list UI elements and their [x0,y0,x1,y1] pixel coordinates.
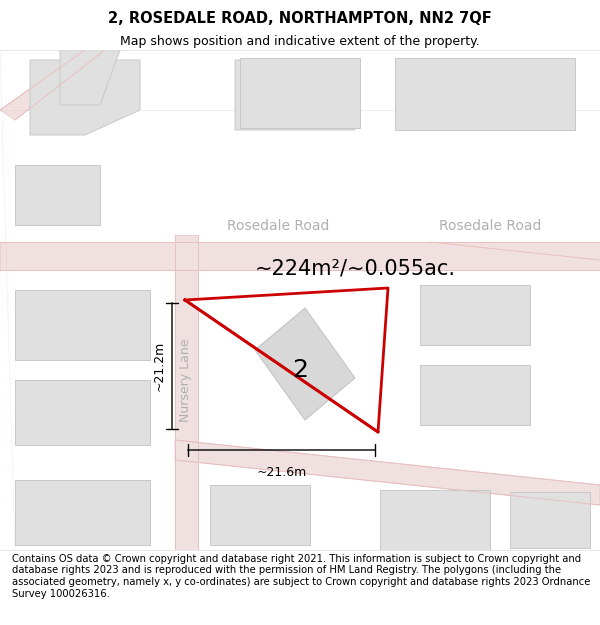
Polygon shape [395,58,575,130]
Polygon shape [60,50,120,105]
Polygon shape [420,365,530,425]
Polygon shape [235,60,355,130]
Polygon shape [185,288,388,432]
Polygon shape [240,58,360,128]
Polygon shape [15,165,100,225]
Polygon shape [0,50,105,120]
Text: 2: 2 [292,358,308,382]
Text: Map shows position and indicative extent of the property.: Map shows position and indicative extent… [120,35,480,48]
Polygon shape [175,440,600,505]
Polygon shape [380,490,490,550]
Text: Rosedale Road: Rosedale Road [439,219,541,233]
Polygon shape [15,290,150,360]
Polygon shape [15,480,150,545]
Polygon shape [420,285,530,345]
Polygon shape [175,235,198,550]
Text: Contains OS data © Crown copyright and database right 2021. This information is : Contains OS data © Crown copyright and d… [12,554,590,599]
Polygon shape [510,492,590,548]
Polygon shape [0,242,600,270]
Text: 2, ROSEDALE ROAD, NORTHAMPTON, NN2 7QF: 2, ROSEDALE ROAD, NORTHAMPTON, NN2 7QF [108,11,492,26]
Polygon shape [210,485,310,545]
Polygon shape [30,60,140,135]
Text: ~21.6m: ~21.6m [256,466,307,479]
Polygon shape [255,308,355,420]
Text: Nursery Lane: Nursery Lane [179,338,193,422]
Text: ~21.2m: ~21.2m [152,341,166,391]
Polygon shape [15,380,150,445]
Text: Rosedale Road: Rosedale Road [227,219,329,233]
Text: ~224m²/~0.055ac.: ~224m²/~0.055ac. [255,258,456,278]
